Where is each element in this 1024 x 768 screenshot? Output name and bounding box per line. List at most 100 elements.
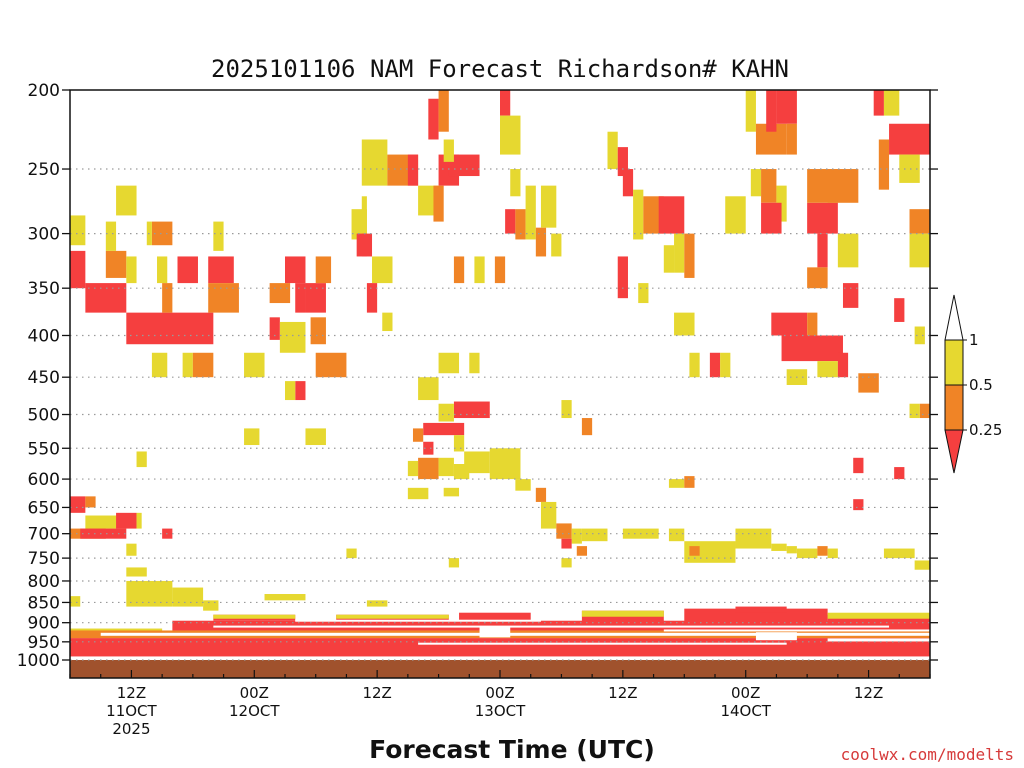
x-tick-label: 12Z bbox=[854, 684, 883, 702]
richardson-cells bbox=[70, 90, 930, 657]
ri-cell bbox=[761, 202, 782, 234]
ri-cell bbox=[853, 457, 864, 474]
ri-cell bbox=[213, 221, 224, 251]
ri-cell bbox=[776, 90, 797, 124]
x-tick-label: 12Z bbox=[362, 684, 391, 702]
ri-cell bbox=[786, 546, 797, 554]
ri-cell bbox=[105, 221, 117, 251]
ri-cell bbox=[668, 479, 685, 488]
y-axis: 200 250 300 350 400 450 500 550 600 650 700 750 8008… bbox=[17, 81, 938, 671]
x-tick-label: 14OCT bbox=[720, 702, 771, 720]
ri-cell bbox=[407, 460, 419, 477]
ri-cell bbox=[607, 131, 618, 170]
ri-cell bbox=[182, 352, 193, 378]
bl-gap bbox=[755, 632, 797, 641]
ri-cell bbox=[433, 185, 444, 222]
ri-cell bbox=[689, 546, 700, 556]
ri-cell bbox=[684, 476, 695, 488]
ri-cell bbox=[709, 352, 721, 378]
ri-cell bbox=[453, 464, 470, 480]
y-tick-label: 900 bbox=[28, 614, 60, 634]
ri-cell bbox=[771, 312, 808, 336]
ri-cell bbox=[305, 283, 326, 313]
bl-gap bbox=[663, 629, 930, 632]
ri-cell bbox=[295, 381, 306, 401]
ri-cell bbox=[489, 448, 521, 480]
y-tick-label: 500 bbox=[28, 406, 60, 426]
x-tick-label: 13OCT bbox=[475, 702, 526, 720]
ri-cell bbox=[689, 352, 700, 378]
ri-cell bbox=[581, 528, 608, 542]
ri-cell bbox=[336, 614, 449, 619]
ri-cell bbox=[817, 361, 838, 378]
ri-cell bbox=[617, 256, 628, 299]
y-tick-label: 250 bbox=[28, 160, 60, 180]
ri-cell bbox=[315, 352, 347, 378]
ri-cell bbox=[285, 256, 306, 284]
ri-cell bbox=[85, 283, 127, 313]
ri-cell bbox=[750, 169, 762, 197]
ri-cell bbox=[535, 487, 547, 502]
ri-cell bbox=[684, 233, 695, 278]
ri-cell bbox=[70, 215, 86, 246]
y-tick-label: 650 bbox=[28, 498, 60, 518]
y-tick-label: 800 bbox=[28, 572, 60, 592]
credit-link[interactable]: coolwx.com/modelts bbox=[841, 745, 1014, 764]
y-tick-label: 450 bbox=[28, 368, 60, 388]
ri-cell bbox=[151, 352, 168, 378]
ri-cell bbox=[208, 256, 234, 284]
ri-cell bbox=[295, 283, 306, 313]
ri-cell bbox=[745, 90, 756, 132]
ri-cell bbox=[807, 202, 838, 234]
bl-gap bbox=[418, 642, 787, 645]
ri-cell bbox=[663, 245, 675, 273]
ri-cell bbox=[796, 548, 818, 559]
ri-cell bbox=[515, 209, 526, 240]
ri-cell bbox=[858, 373, 879, 393]
ri-cell bbox=[525, 185, 536, 240]
ri-cell bbox=[556, 523, 572, 539]
ri-cell bbox=[817, 233, 828, 268]
y-tick-label: 300 bbox=[28, 225, 60, 245]
ri-cell bbox=[761, 169, 777, 203]
legend-bottom-arrow bbox=[944, 429, 964, 474]
ri-cell bbox=[372, 256, 393, 284]
ri-cell bbox=[382, 312, 393, 332]
ri-cell bbox=[448, 558, 460, 568]
ri-cell bbox=[443, 139, 454, 162]
gridlines bbox=[70, 168, 930, 661]
ri-cell bbox=[914, 560, 930, 570]
ri-cell bbox=[177, 256, 198, 284]
ri-cell bbox=[80, 528, 127, 539]
ri-cell bbox=[735, 606, 787, 613]
ri-cell bbox=[305, 428, 326, 446]
ri-cell bbox=[827, 612, 930, 619]
ri-cell bbox=[540, 185, 557, 228]
ri-cell bbox=[771, 543, 787, 551]
ri-cell bbox=[162, 283, 173, 313]
ri-cell bbox=[909, 233, 930, 268]
ri-cell bbox=[116, 512, 137, 529]
ri-cell bbox=[720, 352, 731, 378]
ri-cell bbox=[561, 558, 572, 568]
ri-cell bbox=[668, 528, 685, 542]
ri-cell bbox=[909, 403, 920, 419]
ri-cell bbox=[842, 283, 859, 308]
ri-cell bbox=[438, 352, 460, 374]
ri-cell bbox=[244, 352, 265, 378]
white-streaks bbox=[100, 619, 930, 645]
chart-title: 2025101106 NAM Forecast Richardson# KAHN bbox=[211, 55, 789, 83]
y-tick-label: 400 bbox=[28, 326, 60, 346]
ri-cell bbox=[459, 612, 531, 623]
ri-cell bbox=[817, 546, 828, 556]
ri-cell bbox=[469, 352, 480, 374]
ri-cell bbox=[366, 600, 388, 607]
ri-cell bbox=[766, 90, 777, 132]
ri-cell bbox=[172, 587, 204, 607]
ri-cell bbox=[581, 418, 593, 436]
ri-cell bbox=[136, 512, 142, 529]
ri-cell bbox=[500, 115, 521, 155]
ri-cell bbox=[453, 435, 465, 452]
ri-cell bbox=[561, 538, 572, 549]
ri-cell bbox=[423, 422, 465, 436]
